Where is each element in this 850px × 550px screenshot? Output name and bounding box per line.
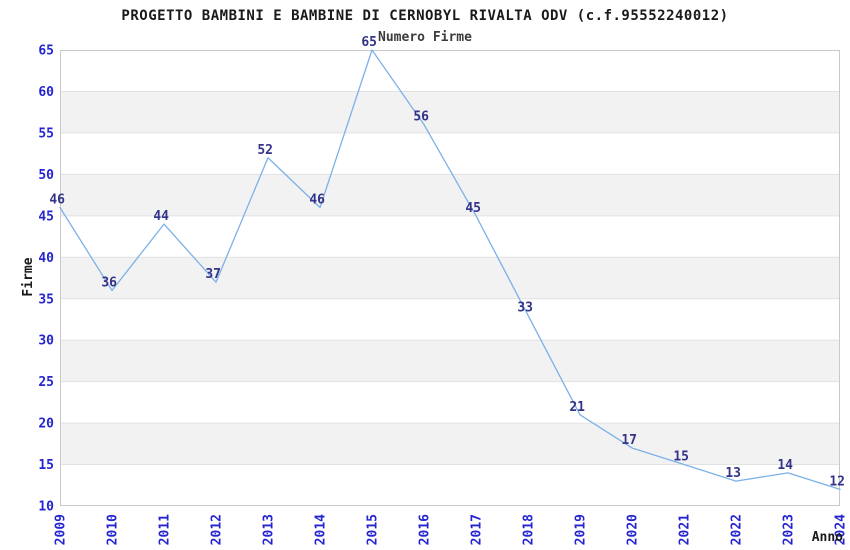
- x-tick-label: 2012: [210, 514, 225, 545]
- data-line-numero-firme: [59, 49, 841, 491]
- x-tick-label: 2013: [262, 514, 277, 545]
- plot-border: [60, 50, 840, 506]
- y-tick-label: 25: [38, 375, 54, 390]
- y-axis-title: Firme: [21, 257, 36, 296]
- data-point-label: 21: [569, 400, 585, 415]
- y-tick-label: 65: [38, 44, 54, 59]
- data-point-label: 12: [829, 474, 845, 489]
- x-tick-label: 2015: [366, 514, 381, 545]
- data-point-label: 65: [361, 35, 377, 50]
- y-axis-tick-labels: 10 15 20 25 30 35 40 45 50 55 60 65: [38, 44, 54, 515]
- y-tick-label: 10: [38, 500, 54, 515]
- y-tick-label: 45: [38, 209, 54, 224]
- band: [60, 257, 840, 299]
- x-tick-label: 2018: [522, 514, 537, 545]
- data-point-label: 44: [153, 209, 169, 224]
- y-tick-label: 30: [38, 334, 54, 349]
- data-point-label: 13: [725, 466, 741, 481]
- x-tick-label: 2011: [158, 514, 173, 545]
- x-tick-label: 2010: [106, 514, 121, 545]
- gridlines: [60, 90, 840, 466]
- chart-subtitle: Numero Firme: [378, 30, 472, 45]
- band: [60, 174, 840, 216]
- data-point-label: 45: [465, 201, 481, 216]
- y-tick-label: 55: [38, 126, 54, 141]
- data-point-label: 46: [309, 193, 325, 208]
- y-tick-label: 15: [38, 458, 54, 473]
- data-point-label: 37: [205, 267, 221, 282]
- y-tick-label: 60: [38, 85, 54, 100]
- band: [60, 91, 840, 133]
- x-tick-label: 2017: [470, 514, 485, 545]
- y-tick-label: 40: [38, 251, 54, 266]
- x-axis-tick-labels: 2009 2010 2011 2012 2013 2014 2015 2016 2017 2018…: [54, 514, 849, 545]
- x-tick-label: 2019: [574, 514, 589, 545]
- x-tick-label: 2024: [834, 514, 849, 545]
- x-tick-label: 2022: [730, 514, 745, 545]
- data-point-label: 46: [49, 193, 65, 208]
- x-axis-title: Anno: [812, 530, 843, 545]
- data-point-labels: 46 36 44 37 52 46 65 56 45 33 21 17 15 13 14 12: [49, 35, 845, 489]
- plot-background-bands: [60, 91, 840, 465]
- x-tick-label: 2020: [626, 514, 641, 545]
- band: [60, 340, 840, 382]
- chart-title: PROGETTO BAMBINI E BAMBINE DI CERNOBYL R…: [121, 8, 728, 24]
- x-tick-label: 2016: [418, 514, 433, 545]
- y-tick-label: 35: [38, 292, 54, 307]
- y-tick-label: 20: [38, 417, 54, 432]
- data-point-label: 52: [257, 143, 273, 158]
- band: [60, 423, 840, 465]
- x-tick-label: 2014: [314, 514, 329, 545]
- data-point-label: 36: [101, 275, 117, 290]
- y-tick-label: 50: [38, 168, 54, 183]
- data-point-label: 17: [621, 433, 637, 448]
- data-point-label: 33: [517, 300, 533, 315]
- x-tick-label: 2009: [54, 514, 69, 545]
- data-point-label: 56: [413, 110, 429, 125]
- x-tick-label: 2023: [782, 514, 797, 545]
- data-point-label: 14: [777, 458, 793, 473]
- x-tick-label: 2021: [678, 514, 693, 545]
- data-point-label: 15: [673, 450, 689, 465]
